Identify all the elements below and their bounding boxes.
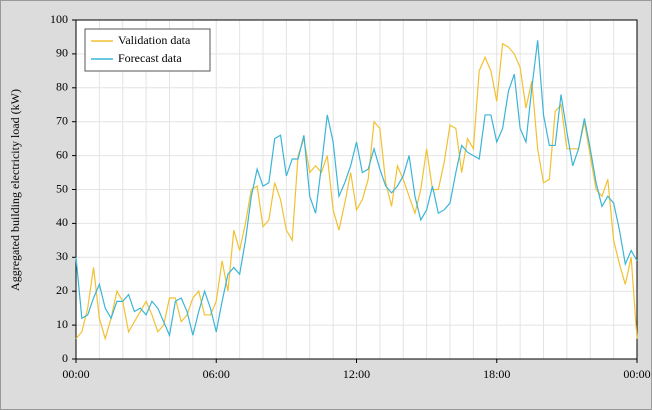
y-tick-label: 100 — [50, 12, 68, 26]
legend-label: Validation data — [118, 33, 191, 47]
y-tick-label: 80 — [56, 80, 68, 94]
series-line — [75, 42, 638, 341]
legend-box — [84, 28, 211, 72]
legend-label: Forecast data — [118, 51, 182, 65]
y-tick-label: 90 — [56, 46, 68, 60]
y-tick-label: 60 — [56, 147, 68, 161]
y-tick-label: 10 — [56, 317, 68, 331]
x-tick-label: 00:00 — [62, 367, 89, 381]
x-tick-label: 06:00 — [203, 367, 230, 381]
x-tick-label: 18:00 — [483, 367, 510, 381]
y-tick-label: 30 — [56, 249, 68, 263]
plot-border — [75, 19, 638, 360]
y-tick-label: 20 — [56, 283, 68, 297]
y-tick-label: 40 — [56, 215, 68, 229]
y-tick-label: 0 — [62, 351, 68, 365]
series-line — [75, 40, 638, 338]
y-tick-label: 50 — [56, 181, 68, 195]
y-tick-label: 70 — [56, 113, 68, 127]
x-tick-label: 12:00 — [343, 367, 370, 381]
y-axis-label: Aggregated building electricity load (kW… — [8, 89, 22, 291]
x-tick-label: 00:00 — [623, 367, 650, 381]
legend: Validation data Forecast data — [84, 28, 211, 72]
